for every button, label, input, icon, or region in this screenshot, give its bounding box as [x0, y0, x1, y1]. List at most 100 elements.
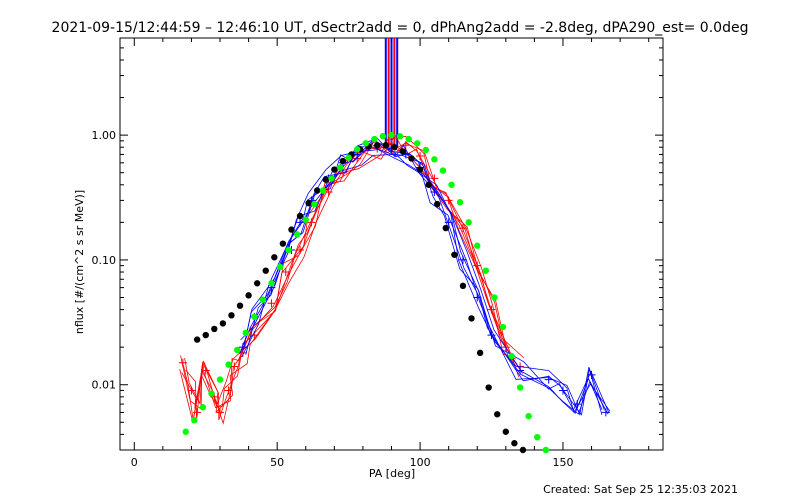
- y-tick-label: 0.10: [92, 254, 117, 267]
- series-green-point: [285, 246, 292, 254]
- series-blue-trace: [240, 144, 605, 416]
- series-blue-point: [487, 331, 496, 340]
- series-green-point: [311, 200, 318, 208]
- series-red-trace: [185, 139, 518, 425]
- series-blue-point: [444, 218, 453, 227]
- series-black-point: [271, 254, 278, 261]
- series-green-point: [208, 390, 215, 397]
- series-black-point: [476, 349, 484, 357]
- series-black-point: [211, 325, 218, 333]
- series-black-point: [468, 315, 475, 322]
- series-black-point: [219, 320, 227, 327]
- series-black-point: [279, 240, 287, 247]
- series-black-point: [202, 331, 209, 339]
- series-black-point: [485, 384, 492, 391]
- series-blue-point: [458, 255, 467, 264]
- series-green-point: [422, 146, 429, 154]
- series-green-point: [405, 135, 412, 143]
- series-black-point: [296, 212, 304, 220]
- series-black-point: [451, 251, 458, 258]
- series-black-point: [245, 292, 252, 299]
- series-red-trace: [183, 134, 517, 420]
- y-axis-label: nflux [#/(cm^2 s sr MeV)]: [73, 190, 86, 334]
- series-red-point: [187, 386, 196, 395]
- series-green-point: [534, 433, 541, 441]
- series-blue-point: [473, 293, 482, 302]
- series-black-point: [313, 187, 321, 194]
- series-green-point: [251, 313, 258, 321]
- series-black-point: [502, 428, 510, 435]
- series-green-point: [328, 175, 335, 182]
- series-black-point: [339, 157, 347, 165]
- series-green-point: [182, 428, 189, 435]
- series-green-point: [233, 346, 241, 354]
- series-red-point: [458, 224, 467, 233]
- series-green-point: [242, 329, 249, 337]
- series-black-point: [425, 181, 432, 188]
- series-red-point: [267, 299, 276, 308]
- series-black-point: [322, 176, 329, 183]
- series-green-point: [431, 156, 438, 163]
- series-red-trace: [180, 140, 523, 410]
- series-black-point: [519, 446, 527, 454]
- series-red-trace: [179, 143, 518, 423]
- series-black-point: [399, 148, 407, 155]
- series-black-point: [262, 267, 269, 274]
- series-layer: [178, 38, 611, 454]
- series-green-point: [456, 199, 464, 206]
- series-blue-point: [238, 343, 247, 352]
- series-green-point: [525, 412, 532, 420]
- series-green-point: [276, 263, 284, 271]
- series-red-point: [178, 358, 187, 367]
- series-blue-point: [296, 218, 305, 227]
- series-green-point: [474, 242, 481, 249]
- series-red-point: [430, 174, 439, 183]
- series-blue-point: [587, 370, 596, 379]
- series-blue-point: [430, 188, 439, 197]
- series-green-point: [465, 219, 472, 226]
- series-black-point: [331, 166, 338, 173]
- series-green-point: [388, 131, 395, 139]
- series-red-point: [224, 386, 233, 395]
- series-black-point: [511, 440, 518, 447]
- series-red-point: [230, 362, 239, 371]
- series-green-point: [293, 231, 301, 238]
- series-green-point: [336, 164, 344, 171]
- series-black-point: [494, 411, 501, 418]
- chart-title: 2021-09-15/12:44:59 – 12:46:10 UT, dSect…: [52, 20, 749, 36]
- series-black-point: [288, 226, 295, 233]
- series-green-point: [439, 167, 447, 174]
- x-tick-label: 150: [552, 456, 573, 469]
- series-black-point: [459, 282, 467, 290]
- series-black-point: [236, 302, 244, 309]
- series-black-point: [253, 280, 261, 287]
- y-tick-label: 1.00: [92, 129, 117, 142]
- series-red-point: [281, 268, 290, 277]
- series-green-point: [542, 446, 550, 454]
- x-axis-label: PA [deg]: [369, 467, 415, 480]
- series-red-point: [216, 408, 225, 417]
- series-green-point: [302, 216, 309, 223]
- series-green-point: [396, 133, 404, 140]
- series-black-point: [193, 336, 201, 343]
- series-green-point: [259, 296, 267, 303]
- series-green-point: [491, 294, 498, 301]
- series-green-point: [319, 187, 327, 194]
- series-black-point: [391, 144, 398, 151]
- series-green-point: [516, 384, 524, 391]
- series-blue-point: [516, 366, 525, 375]
- series-black-point: [382, 142, 389, 149]
- x-tick-label: 100: [410, 456, 431, 469]
- series-red-point: [201, 366, 210, 375]
- series-green-point: [371, 135, 378, 143]
- series-green-point: [354, 146, 361, 153]
- ticks-layer: 0 50 100 150 0.01 0.10 1.00: [92, 38, 663, 469]
- series-black-point: [416, 166, 424, 173]
- series-red-point: [444, 196, 453, 205]
- series-red-point: [307, 218, 316, 227]
- series-blue-trace: [239, 149, 603, 414]
- series-red-point: [401, 141, 410, 150]
- series-green-point: [216, 376, 224, 383]
- series-green-point: [362, 140, 369, 147]
